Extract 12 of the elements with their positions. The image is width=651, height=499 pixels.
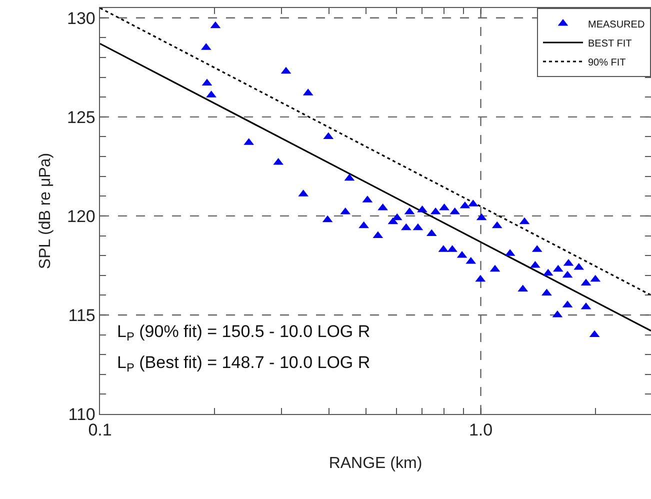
legend-label: 90% FIT (588, 57, 626, 68)
annotation: L$_{P}$ (90% fit) = 150.5 - 10.0 LOG R (117, 322, 370, 344)
legend-label: MEASURED (588, 19, 645, 30)
y-tick-label: 125 (67, 108, 96, 127)
x-axis-title: RANGE (km) (328, 455, 422, 472)
x-tick-label: 1.0 (468, 420, 493, 440)
y-tick-label: 120 (67, 206, 96, 226)
y-axis-title: SPL (dB re μPa) (37, 152, 54, 270)
legend-label: BEST FIT (588, 38, 632, 50)
annotation: L$_{P}$ (Best fit) = 148.7 - 10.0 LOG R (117, 353, 370, 375)
y-tick-label: 115 (68, 306, 96, 325)
y-tick-label: 130 (67, 8, 96, 28)
